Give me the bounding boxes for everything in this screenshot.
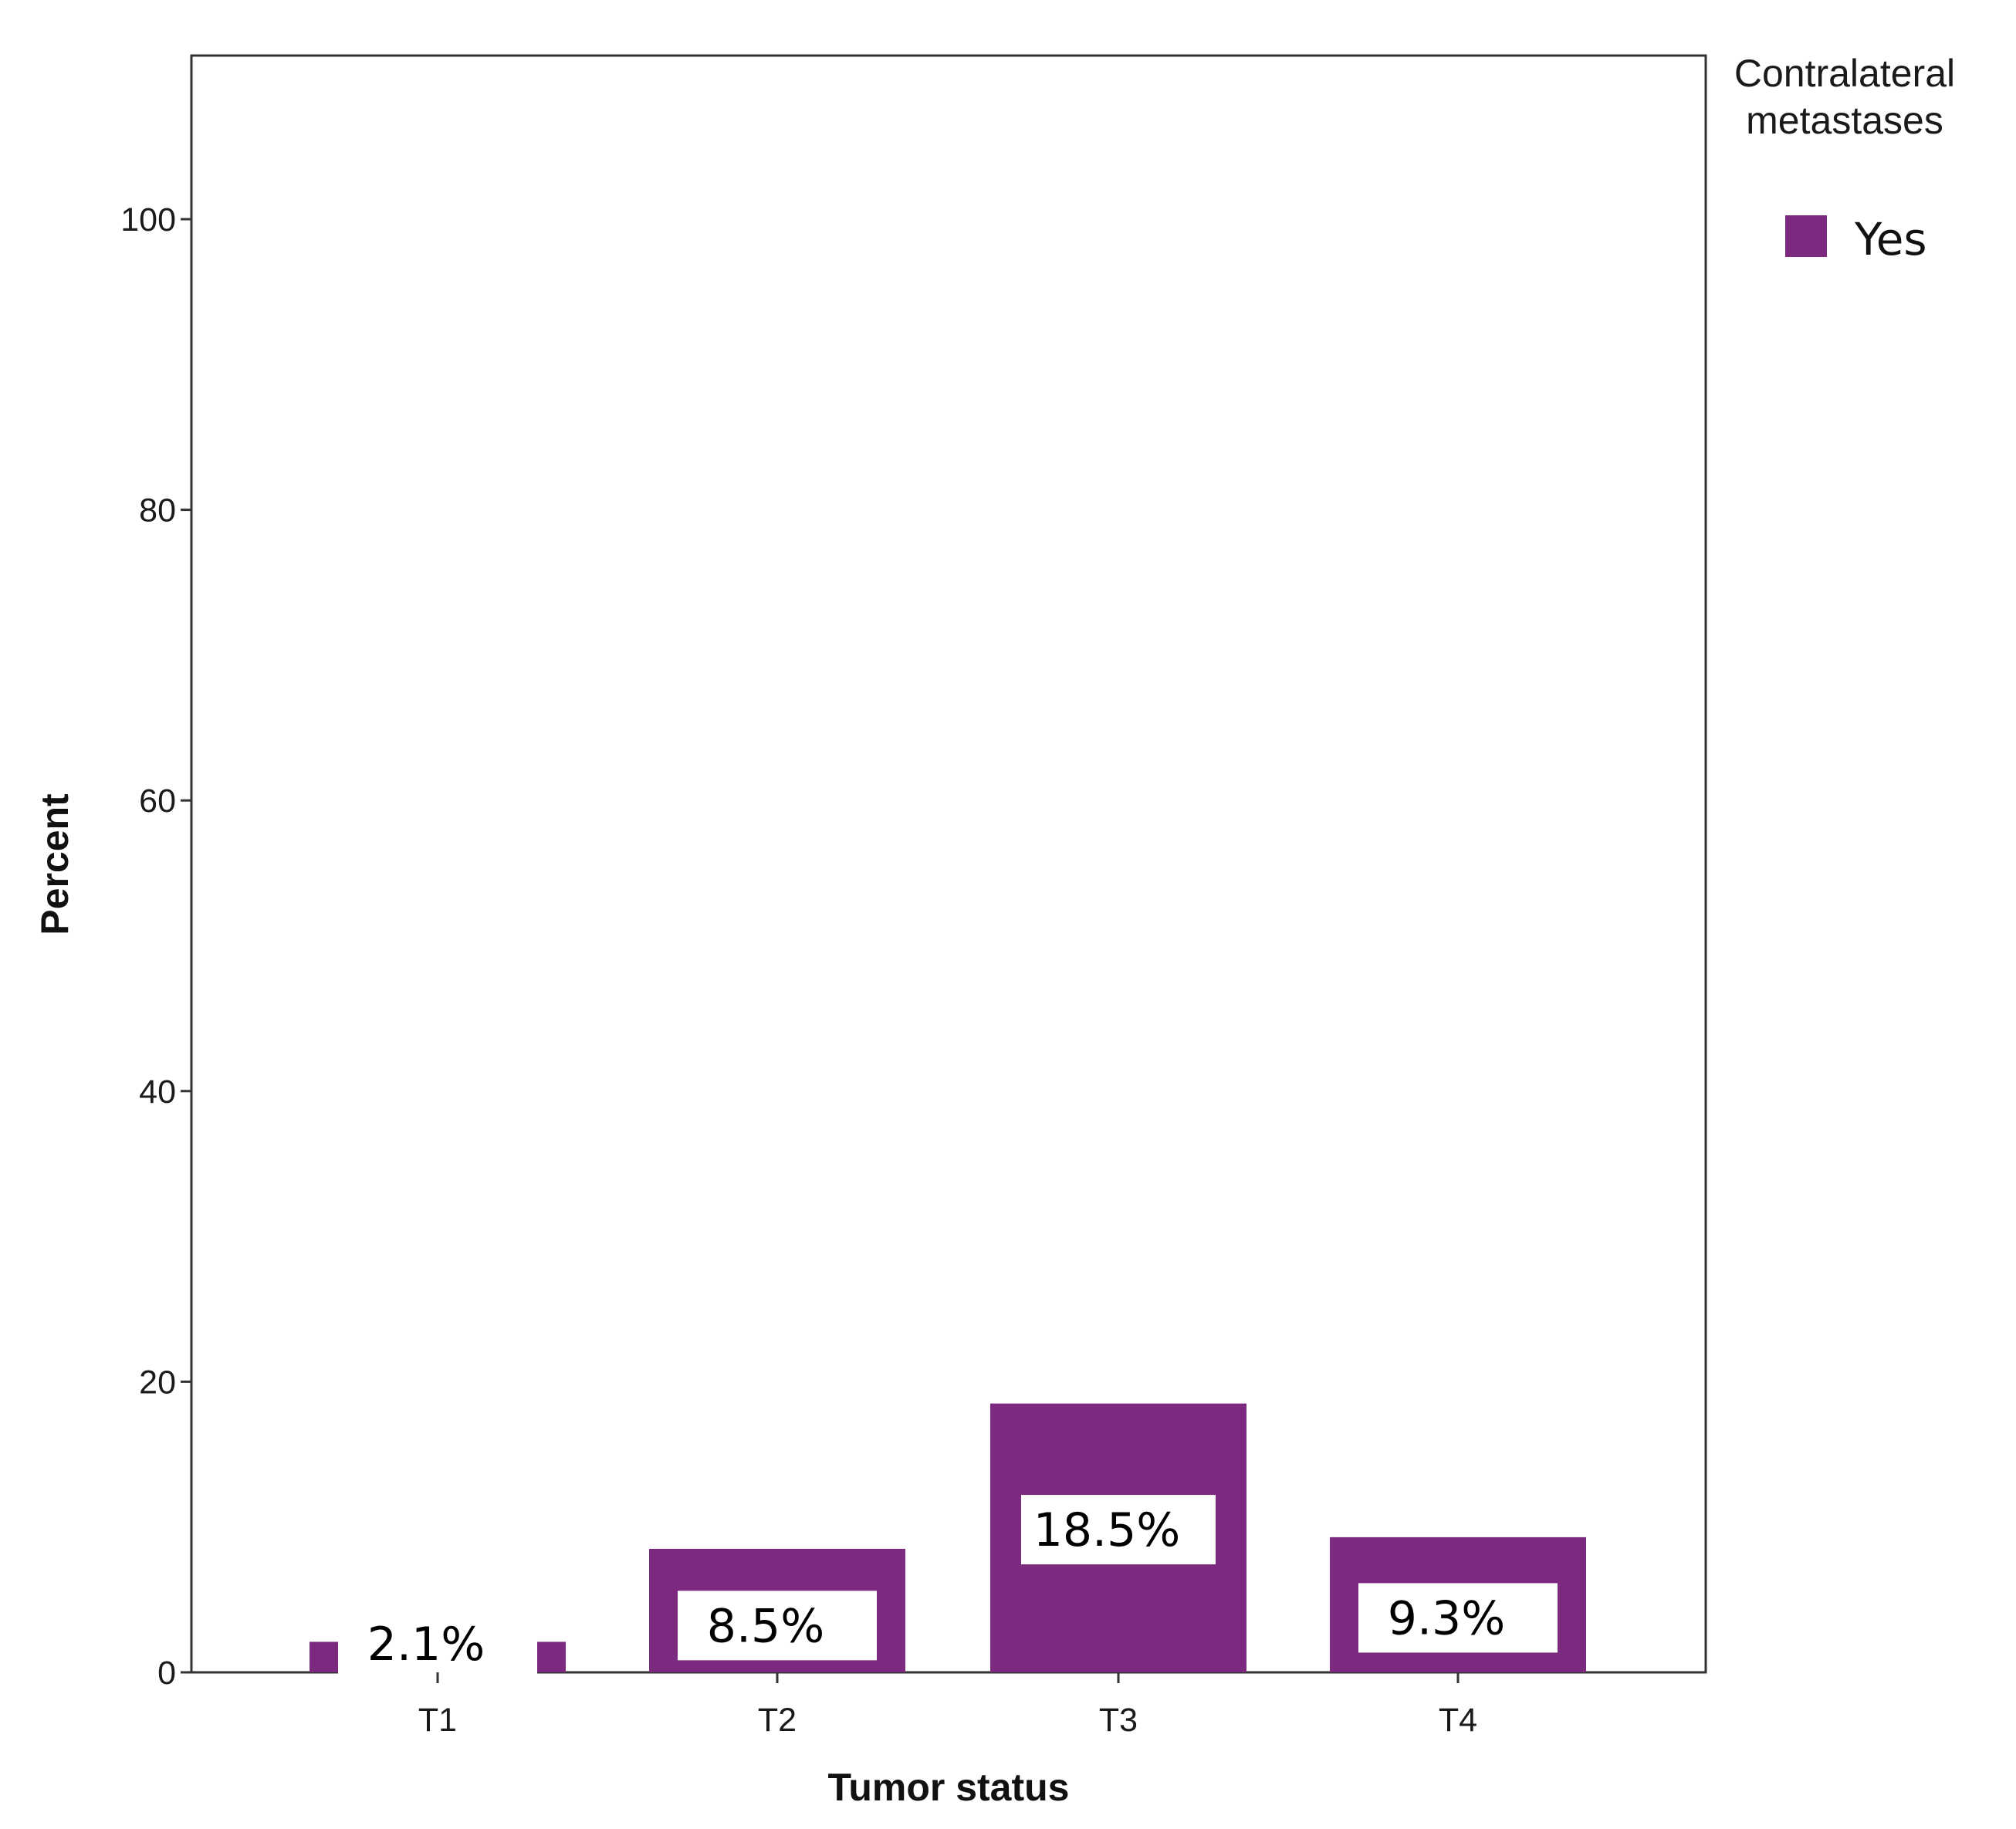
y-axis: 0 20 40 60 80 100 xyxy=(120,201,191,1692)
data-label-t4: 9.3% xyxy=(1388,1591,1505,1645)
data-label-box-t1 xyxy=(338,1609,537,1679)
data-labels-group: 2.1% 8.5% 18.5% 9.3% xyxy=(338,1495,1558,1679)
data-label-box-t2 xyxy=(678,1591,877,1661)
y-tick-label: 40 xyxy=(139,1073,176,1111)
plot-frame xyxy=(190,54,1707,1674)
data-label-box-t4 xyxy=(1358,1583,1558,1653)
legend-title-line-2: metastases xyxy=(1746,99,1943,142)
x-tick-label-t4: T4 xyxy=(1439,1702,1477,1739)
y-axis-title: Percent xyxy=(33,793,76,935)
data-label-t2: 8.5% xyxy=(707,1599,824,1653)
legend-title-line-1: Contralateral xyxy=(1734,52,1955,95)
x-tick-label-t3: T3 xyxy=(1099,1702,1138,1739)
y-tick-label: 100 xyxy=(120,201,176,238)
y-tick-label: 80 xyxy=(139,492,176,529)
y-tick-label: 0 xyxy=(157,1655,176,1692)
data-label-t1: 2.1% xyxy=(367,1618,485,1672)
x-axis: T1 T2 T3 T4 xyxy=(418,1672,1477,1739)
x-axis-title: Tumor status xyxy=(828,1766,1070,1809)
x-tick-label-t1: T1 xyxy=(418,1702,457,1739)
y-tick-label: 20 xyxy=(139,1364,176,1401)
legend-swatch-yes xyxy=(1785,215,1827,257)
legend-label-yes: Yes xyxy=(1854,213,1927,265)
y-tick-label: 60 xyxy=(139,783,176,820)
x-tick-label-t2: T2 xyxy=(758,1702,797,1739)
legend: Contralateral metastases Yes xyxy=(1734,52,1955,265)
data-label-box-t3 xyxy=(1021,1495,1216,1565)
data-label-t3: 18.5% xyxy=(1033,1503,1181,1557)
